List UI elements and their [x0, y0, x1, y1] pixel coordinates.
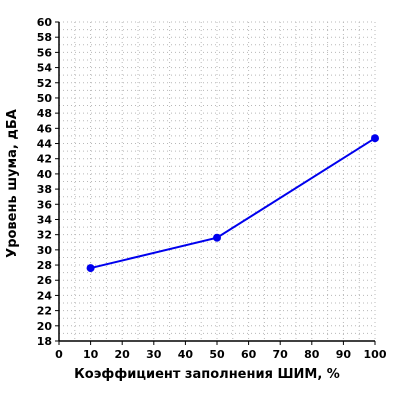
y-tick-label: 36 [37, 198, 53, 211]
y-tick-label: 52 [37, 77, 52, 90]
y-tick-label: 58 [37, 31, 52, 44]
x-tick-label: 0 [55, 348, 63, 361]
x-tick-label: 20 [115, 348, 131, 361]
y-tick-label: 60 [37, 16, 53, 29]
y-axis-label: Уровень шума, дБА [5, 109, 20, 258]
y-tick-label: 40 [37, 168, 53, 181]
y-tick-label: 42 [37, 153, 52, 166]
x-tick-label: 50 [209, 348, 225, 361]
x-tick-label: 10 [83, 348, 99, 361]
x-tick-label: 60 [241, 348, 257, 361]
y-tick-label: 34 [37, 213, 53, 226]
y-tick-label: 18 [37, 335, 52, 348]
data-point [213, 233, 221, 242]
y-tick-label: 20 [37, 320, 53, 333]
x-tick-label: 40 [178, 348, 194, 361]
x-tick-label: 80 [304, 348, 320, 361]
x-tick-label: 100 [364, 348, 387, 361]
tick-labels: 0 10 20 30 40 50 60 70 80 90 100 18 20 22 24 26 28 30 32 34… [37, 16, 387, 361]
series [86, 134, 379, 273]
y-tick-label: 56 [37, 46, 53, 59]
y-tick-label: 44 [37, 138, 53, 151]
axes [55, 21, 376, 345]
x-tick-label: 30 [146, 348, 162, 361]
y-tick-label: 38 [37, 183, 52, 196]
x-tick-label: 70 [273, 348, 289, 361]
x-tick-label: 90 [336, 348, 352, 361]
y-tick-label: 28 [37, 259, 52, 272]
y-tick-label: 26 [37, 274, 53, 287]
y-tick-label: 48 [37, 107, 52, 120]
y-tick-label: 30 [37, 244, 53, 257]
x-axis-label: Коэффициент заполнения ШИМ, % [74, 367, 340, 382]
y-tick-label: 24 [37, 289, 53, 302]
data-point [371, 134, 379, 143]
grid [59, 21, 376, 341]
y-tick-label: 22 [37, 305, 52, 318]
y-tick-label: 54 [37, 62, 53, 75]
y-tick-label: 46 [37, 122, 53, 135]
y-tick-label: 32 [37, 229, 52, 242]
data-point [86, 264, 95, 273]
y-tick-label: 50 [37, 92, 53, 105]
